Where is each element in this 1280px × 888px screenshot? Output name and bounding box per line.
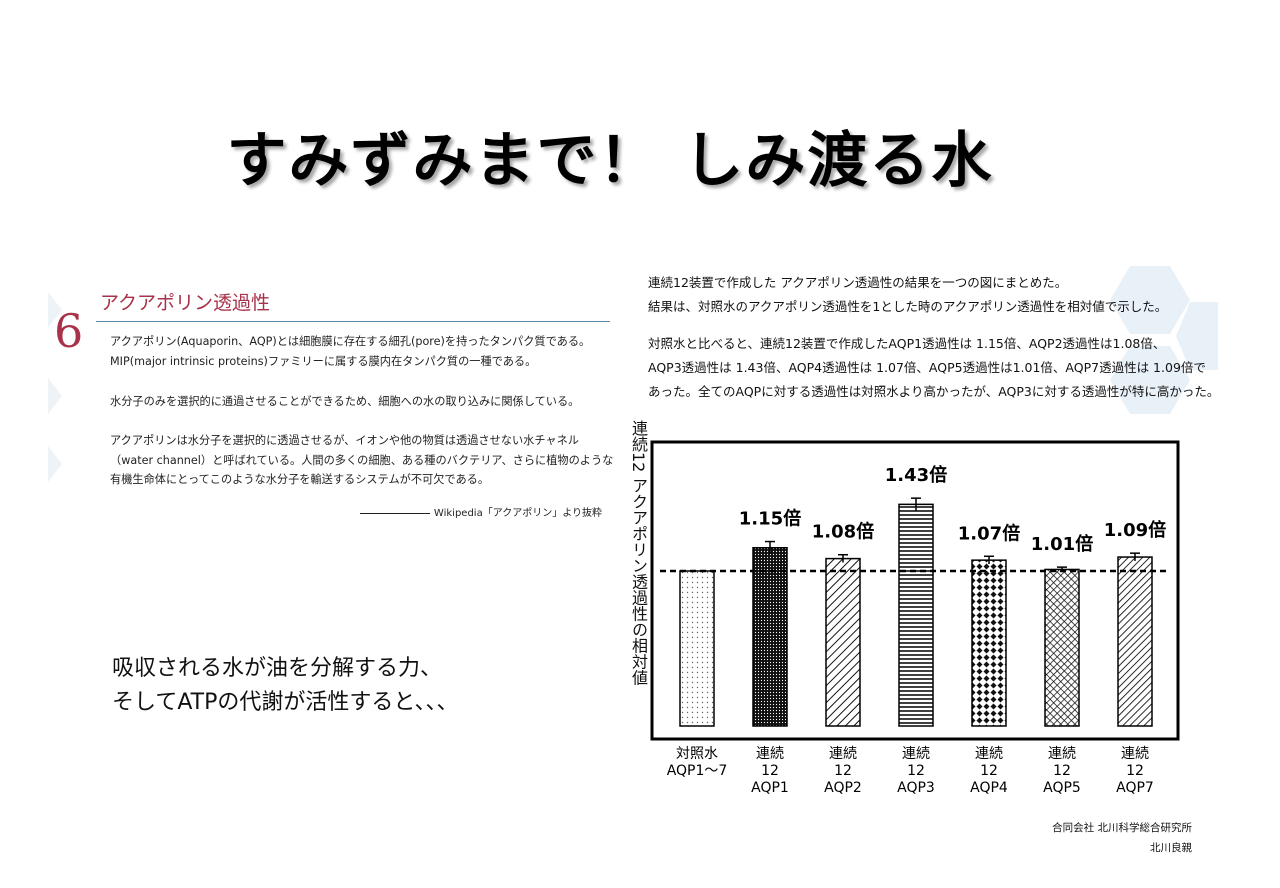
category-tick-label: AQP1～7 [667, 763, 728, 779]
chevron-decoration-icon [48, 446, 62, 482]
chevron-decoration-icon [48, 378, 62, 414]
hexagon-background-decoration [1110, 266, 1218, 414]
bar [679, 570, 715, 727]
category-tick-label: 12 [980, 763, 998, 779]
category-tick-label: AQP1 [751, 780, 789, 796]
category-tick-label: 連続 [1121, 745, 1149, 762]
category-tick-label: 連続 [756, 745, 784, 762]
bar [1117, 556, 1153, 727]
chart-y-axis-label: 連続12 アクアポリン透過性の相対値 [629, 420, 648, 686]
category-tick-label: 連続 [902, 745, 930, 762]
data-label: 1.09倍 [1104, 519, 1166, 541]
category-tick-label: 12 [834, 763, 852, 779]
category-tick-label: 12 [761, 763, 779, 779]
aquaporin-permeability-chart: 対照水AQP1～71.15倍連続12AQP11.08倍連続12AQP21.43倍… [650, 440, 1180, 796]
summary-line: 対照水と比べると、連続12装置で作成したAQP1透過性は 1.15倍、AQP2透… [648, 336, 1166, 351]
excerpt-line: アクアポリン(Aquaporin、AQP)とは細胞膜に存在する細孔(pore)を… [110, 335, 591, 348]
category-tick-label: 対照水 [676, 746, 718, 762]
bar [1044, 568, 1080, 727]
section-number: 6 [54, 304, 84, 358]
bar [898, 503, 934, 727]
bar [752, 547, 788, 727]
category-tick-label: AQP3 [897, 780, 935, 796]
data-label: 1.01倍 [1031, 533, 1093, 555]
aquaporin-excerpt-panel: 6 アクアポリン透過性 アクアポリン(Aquaporin、AQP)とは細胞膜に存… [48, 274, 614, 519]
source-dash [359, 512, 430, 514]
callout-line-2: そしてATPの代謝が活性すると、、、 [112, 690, 459, 715]
plot-frame [650, 440, 1180, 741]
excerpt-line: アクアポリンは水分子を選択的に透過させるが、イオンや他の物質は透過させない水チャ… [110, 434, 579, 447]
data-label: 1.07倍 [958, 522, 1020, 544]
section-divider [96, 321, 610, 322]
excerpt-line: MIP(major intrinsic proteins)ファミリーに属する膜内… [110, 355, 537, 368]
callout-line-1: 吸収される水が油を分解する力、 [112, 656, 443, 681]
excerpt-line: 有機生命体にとってこのような水分子を輸送するシステムが不可欠である。 [110, 473, 490, 486]
excerpt-line: （water channel）と呼ばれている。人間の多くの細胞、ある種のバクテリ… [110, 454, 614, 467]
category-tick-label: AQP5 [1043, 780, 1081, 796]
category-tick-label: AQP7 [1116, 780, 1154, 796]
company-credit: 合同会社 北川科学総合研究所 [1052, 822, 1192, 834]
data-label: 1.43倍 [885, 464, 947, 486]
person-credit: 北川良親 [1150, 842, 1192, 854]
data-label: 1.08倍 [812, 521, 874, 543]
category-tick-label: 12 [907, 763, 925, 779]
summary-line: あった。全てのAQPに対する透過性は対照水より高かったが、AQP3に対する透過性… [648, 384, 1220, 399]
category-tick-label: 連続 [1048, 745, 1076, 762]
category-tick-label: AQP2 [824, 780, 862, 796]
data-label: 1.15倍 [739, 508, 801, 530]
summary-line: 連続12装置で作成した アクアポリン透過性の結果を一つの図にまとめた。 [648, 275, 1068, 290]
source-text: Wikipedia「アクアポリン」より抜粋 [433, 508, 602, 519]
category-tick-label: 連続 [975, 745, 1003, 762]
summary-line: AQP3透過性は 1.43倍、AQP4透過性は 1.07倍、AQP5透過性は1.… [648, 360, 1206, 375]
excerpt-source: Wikipedia「アクアポリン」より抜粋 [359, 504, 602, 519]
excerpt-line: 水分子のみを選択的に通過させることができるため、細胞への水の取り込みに関係してい… [110, 395, 580, 408]
category-tick-label: AQP4 [970, 780, 1008, 796]
section-heading: アクアポリン透過性 [100, 292, 271, 314]
category-tick-label: 12 [1053, 763, 1071, 779]
summary-line: 結果は、対照水のアクアポリン透過性を1とした時のアクアポリン透過性を相対値で示し… [648, 299, 1168, 314]
category-tick-label: 連続 [829, 745, 857, 762]
slide-title: すみずみまで！ しみ渡る水 [226, 126, 994, 196]
bar [825, 557, 861, 727]
bar [971, 559, 1007, 727]
category-tick-label: 12 [1126, 763, 1144, 779]
